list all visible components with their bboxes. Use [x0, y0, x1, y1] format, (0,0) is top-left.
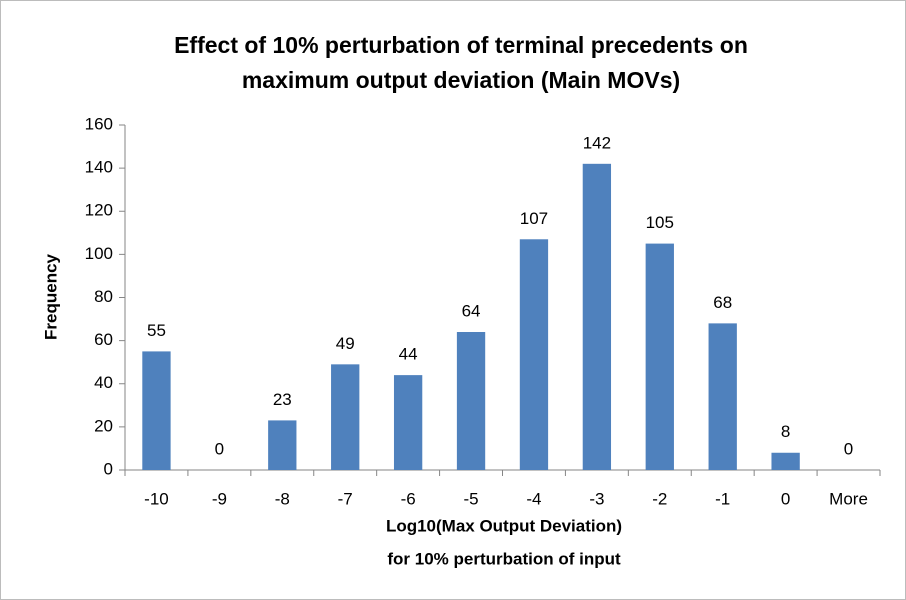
bar: [393, 375, 423, 470]
bar: [708, 323, 737, 470]
x-tick-label: -1: [715, 489, 730, 508]
x-tick-label: -3: [589, 489, 604, 508]
data-label: 49: [336, 334, 355, 353]
bar: [142, 351, 171, 470]
data-label: 0: [844, 439, 853, 458]
x-tick-label: -10: [144, 489, 169, 508]
data-label: 68: [713, 293, 732, 312]
data-label: 8: [781, 422, 790, 441]
y-tick-label: 0: [104, 459, 113, 478]
x-tick-label: -6: [401, 489, 416, 508]
data-label: 64: [462, 301, 481, 320]
x-tick-label: -5: [463, 489, 478, 508]
x-axis-title: for 10% perturbation of input: [387, 549, 621, 568]
data-label: 107: [520, 209, 548, 228]
data-label: 0: [215, 439, 224, 458]
x-axis-title: Log10(Max Output Deviation): [386, 516, 622, 535]
y-tick-label: 120: [85, 201, 113, 220]
y-tick-label: 100: [85, 244, 113, 263]
x-tick-label: -2: [652, 489, 667, 508]
bar: [771, 452, 800, 470]
y-tick-label: 80: [94, 287, 113, 306]
y-tick-label: 20: [94, 416, 113, 435]
y-tick-label: 40: [94, 373, 113, 392]
bar: [268, 420, 297, 470]
x-tick-label: -4: [526, 489, 541, 508]
bar: [645, 243, 674, 470]
y-tick-label: 140: [85, 158, 113, 177]
data-label: 44: [399, 345, 418, 364]
bar: [519, 239, 549, 470]
x-tick-label: -9: [212, 489, 227, 508]
y-tick-label: 60: [94, 330, 113, 349]
y-axis-title: Frequency: [41, 253, 60, 340]
bar: [456, 332, 486, 470]
x-tick-label: 0: [781, 489, 790, 508]
x-tick-label: -7: [338, 489, 353, 508]
bar: [331, 364, 360, 470]
x-tick-label: More: [829, 489, 868, 508]
data-label: 55: [147, 321, 166, 340]
x-tick-label: -8: [275, 489, 290, 508]
data-label: 23: [273, 390, 292, 409]
chart-title: maximum output deviation (Main MOVs): [242, 67, 680, 93]
chart-title: Effect of 10% perturbation of terminal p…: [174, 32, 748, 58]
data-label: 142: [583, 133, 611, 152]
data-label: 105: [646, 213, 674, 232]
y-tick-label: 160: [85, 114, 113, 133]
bar: [582, 163, 612, 470]
